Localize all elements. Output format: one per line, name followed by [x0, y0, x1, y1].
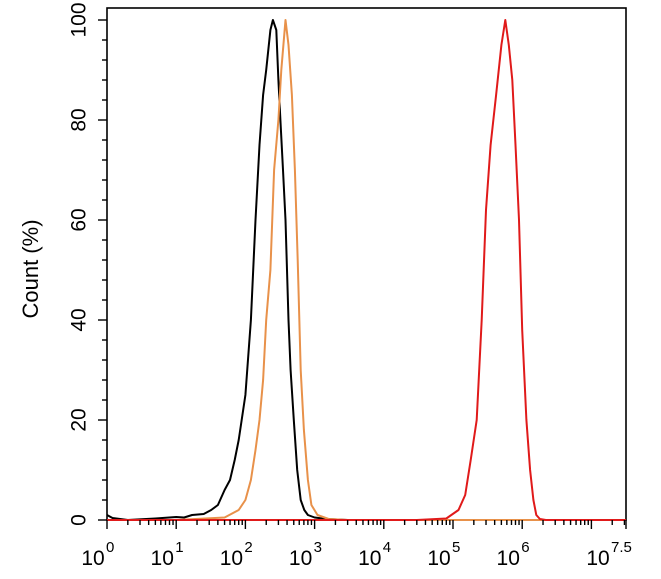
- x-tick-exponent: 4: [383, 539, 391, 556]
- x-tick-label: 10 7.5: [586, 539, 632, 570]
- plot-frame: [106, 7, 627, 521]
- y-tick-label: 100: [68, 2, 91, 37]
- series-line-1: [106, 19, 626, 521]
- x-tick-exponent: 6: [521, 539, 529, 556]
- y-tick-label: 0: [68, 514, 91, 526]
- x-tick-base: 10: [81, 547, 104, 570]
- series-layer: [106, 19, 626, 521]
- y-tick-label: 80: [68, 108, 91, 131]
- x-tick-exponent: 1: [175, 539, 183, 556]
- y-tick-label: 20: [68, 408, 91, 431]
- x-tick-label: 10 0: [81, 539, 114, 570]
- x-tick-base: 10: [151, 547, 174, 570]
- x-tick-label: 10 1: [151, 539, 184, 570]
- x-tick-label: 10 3: [289, 539, 322, 570]
- x-tick-base: 10: [289, 547, 312, 570]
- x-tick-base: 10: [427, 547, 450, 570]
- x-tick-base: 10: [497, 547, 520, 570]
- x-tick-exponent: 7.5: [611, 539, 632, 556]
- x-tick-exponent: 2: [244, 539, 252, 556]
- series-line-2: [107, 19, 626, 521]
- x-tick-base: 10: [358, 547, 381, 570]
- x-tick-exponent: 5: [452, 539, 460, 556]
- y-axis: 0 20 40 60 80 100: [68, 2, 107, 526]
- x-tick-label: 10 2: [220, 539, 253, 570]
- x-tick-label: 10 6: [497, 539, 530, 570]
- plot-area: [106, 7, 627, 521]
- x-tick-label: 10 4: [358, 539, 391, 570]
- x-tick-base: 10: [220, 547, 243, 570]
- y-tick-label: 40: [68, 308, 91, 331]
- x-tick-base: 10: [586, 547, 609, 570]
- y-axis-label: Count (%): [18, 219, 43, 318]
- x-axis: 10 0 10 1 10 2 10 3 10 4 10 5 10 6 10 7.5: [81, 520, 632, 570]
- x-tick-exponent: 3: [314, 539, 322, 556]
- x-tick-exponent: 0: [106, 539, 114, 556]
- x-tick-label: 10 5: [427, 539, 460, 570]
- series-line-3: [107, 19, 626, 521]
- y-tick-label: 60: [68, 208, 91, 231]
